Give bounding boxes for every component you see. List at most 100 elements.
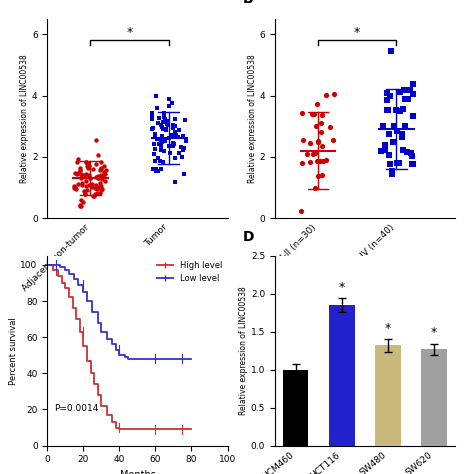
Point <box>77 196 85 204</box>
Text: *: * <box>354 26 360 39</box>
Point <box>154 119 162 127</box>
Point <box>97 171 105 179</box>
Point <box>381 146 389 154</box>
Point <box>72 185 80 193</box>
Point <box>298 109 306 117</box>
Point <box>78 181 86 188</box>
Point <box>89 192 96 200</box>
Point <box>175 149 183 157</box>
Point <box>77 202 85 210</box>
Point <box>172 132 179 139</box>
Point <box>319 157 327 165</box>
Point <box>93 185 100 193</box>
Point <box>385 130 392 138</box>
Point <box>94 189 101 196</box>
Point <box>71 184 78 192</box>
Point <box>97 182 105 189</box>
Point <box>319 111 326 119</box>
Point <box>322 156 330 164</box>
Point <box>165 134 173 142</box>
Point <box>84 162 91 169</box>
Point <box>98 186 105 193</box>
Y-axis label: Relative expression of LINC00538: Relative expression of LINC00538 <box>20 54 29 183</box>
Point <box>406 87 414 94</box>
Point <box>76 202 84 210</box>
Bar <box>421 349 447 446</box>
Point <box>298 160 306 167</box>
Bar <box>283 370 309 446</box>
Point <box>396 88 403 95</box>
Y-axis label: Relative expression of LINC00538: Relative expression of LINC00538 <box>239 286 248 415</box>
Point <box>410 112 417 119</box>
Text: P=0.0014: P=0.0014 <box>55 404 99 413</box>
Point <box>158 123 165 131</box>
Point <box>164 121 172 128</box>
Point <box>326 124 333 131</box>
Point <box>180 146 187 154</box>
Point <box>157 165 165 173</box>
Point <box>99 172 107 179</box>
Y-axis label: Relative expression of LINC00538: Relative expression of LINC00538 <box>248 54 256 183</box>
Point <box>84 163 91 170</box>
Point <box>94 173 102 181</box>
Point <box>299 137 307 144</box>
Point <box>92 181 100 189</box>
Point <box>329 136 337 144</box>
Point <box>313 157 320 165</box>
Point <box>162 137 169 145</box>
Point <box>154 155 162 162</box>
Point <box>168 131 175 138</box>
Point <box>86 174 93 182</box>
Point <box>383 97 391 104</box>
Point <box>322 91 330 99</box>
Point <box>159 158 167 166</box>
Point <box>79 198 86 206</box>
Point <box>71 169 78 176</box>
Point <box>148 109 155 117</box>
Point <box>382 142 389 149</box>
Point <box>163 120 171 128</box>
Point <box>401 122 409 130</box>
Point <box>80 171 88 178</box>
Text: *: * <box>127 26 133 39</box>
Point <box>86 171 93 179</box>
Point <box>73 159 81 166</box>
Point <box>392 107 400 114</box>
Legend: High level, Low level: High level, Low level <box>154 258 226 286</box>
Point <box>74 169 82 176</box>
Point <box>71 183 78 191</box>
Point <box>383 89 391 96</box>
Point <box>410 80 417 88</box>
Point <box>153 104 160 111</box>
Point <box>98 175 106 182</box>
Point <box>409 160 417 168</box>
Point <box>76 168 84 176</box>
Point <box>148 111 156 118</box>
Point <box>82 171 90 178</box>
Point <box>385 152 393 159</box>
Point <box>399 146 406 154</box>
Point <box>311 150 319 157</box>
Point <box>77 171 85 179</box>
Point <box>151 145 159 153</box>
Point <box>386 92 393 100</box>
Point <box>75 155 82 162</box>
Point <box>312 122 320 130</box>
Point <box>101 171 109 178</box>
Point <box>173 134 181 141</box>
Point <box>307 158 314 166</box>
Point <box>178 153 186 160</box>
Point <box>91 190 99 197</box>
Point <box>383 106 391 114</box>
Point <box>87 174 94 182</box>
Point <box>91 184 99 192</box>
Point <box>70 182 78 190</box>
Point <box>319 142 326 149</box>
Point <box>166 149 173 157</box>
Text: *: * <box>339 281 345 294</box>
Point <box>390 122 398 129</box>
Point <box>155 167 162 174</box>
Point <box>401 86 408 94</box>
Point <box>155 135 162 143</box>
Text: D: D <box>243 230 254 244</box>
